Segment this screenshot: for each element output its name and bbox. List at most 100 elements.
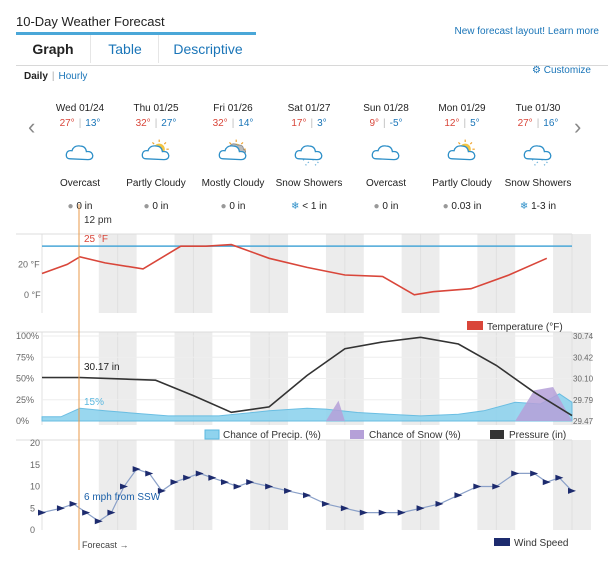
wind-arrow-icon: [94, 518, 103, 525]
wind-arrow-icon: [303, 492, 311, 499]
day-column: Fri 01/26 32° | 14° Mostly Cloudy ● 0 in: [195, 103, 271, 212]
day-date: Wed 01/24: [55, 103, 105, 114]
tab-descriptive[interactable]: Descriptive: [158, 35, 257, 63]
raindrop-icon: ●: [67, 201, 74, 212]
mostly-cloudy-icon: [218, 139, 247, 161]
day-precip: ● 0 in: [348, 201, 424, 212]
precip-y-tick: 75%: [16, 352, 34, 362]
day-date: Thu 01/25: [133, 103, 179, 114]
wind-arrow-icon: [378, 509, 387, 516]
wind-now-label: 6 mph from SSW: [84, 492, 161, 503]
day-low: -5°: [389, 118, 403, 129]
partly-cloudy-icon: [141, 139, 170, 161]
wind-y-tick: 15: [30, 460, 40, 470]
view-hourly[interactable]: Hourly: [58, 71, 88, 82]
raindrop-icon: ●: [143, 201, 150, 212]
wind-arrow-icon: [568, 487, 576, 494]
wind-arrow-icon: [170, 479, 179, 486]
wind-arrow-icon: [38, 509, 46, 516]
day-condition: Snow Showers: [275, 178, 343, 189]
day-low: 14°: [238, 118, 254, 129]
day-precip-amount: < 1 in: [302, 201, 327, 212]
cloud-icon: [371, 145, 400, 161]
day-column: Thu 01/25 32° | 27° Partly Cloudy ● 0 in: [118, 103, 194, 212]
day-high: 9°: [369, 118, 380, 129]
customize-link[interactable]: ⚙ Customize: [532, 65, 591, 76]
view-daily[interactable]: Daily: [24, 71, 48, 82]
svg-text:*: *: [312, 158, 314, 164]
tabs-divider: [16, 65, 608, 66]
svg-text:*: *: [532, 158, 534, 164]
snow-area: [325, 387, 572, 421]
pressure-line: [42, 336, 573, 417]
snowflake-icon: ❄: [519, 201, 529, 212]
pressure-y-tick: 30.74: [573, 332, 594, 341]
day-date: Sat 01/27: [287, 103, 331, 114]
pressure-y-tick: 29.47: [573, 417, 594, 426]
wind-y-tick: 20: [30, 438, 40, 448]
svg-text:*: *: [544, 163, 546, 169]
day-column: Sun 01/28 9° | -5° Overcast ● 0 in: [348, 103, 424, 212]
customize-label: Customize: [543, 65, 591, 76]
raindrop-icon: ●: [220, 201, 227, 212]
wind-y-tick: 5: [30, 503, 35, 513]
wind-arrow-icon: [435, 500, 444, 507]
precip-y-tick: 100%: [16, 331, 39, 341]
day-high: 12°: [444, 118, 460, 129]
wind-arrow-icon: [157, 487, 166, 494]
day-precip: ● 0.03 in: [424, 201, 500, 212]
wind-arrow-icon: [555, 474, 564, 481]
day-low: 13°: [85, 118, 101, 129]
day-condition: Overcast: [365, 178, 406, 189]
wind-arrow-icon: [284, 487, 293, 494]
temp-y-tick: 0 °F: [24, 290, 41, 300]
day-temps: 32° | 27°: [135, 118, 177, 129]
day-temps: 27° | 13°: [59, 118, 101, 129]
svg-text:*: *: [317, 160, 319, 166]
day-date: Sun 01/28: [363, 103, 409, 114]
new-layout-link[interactable]: New forecast layout! Learn more: [454, 26, 599, 37]
snowflake-icon: ❄: [291, 201, 300, 212]
snow-icon: * * * ** *: [523, 145, 552, 169]
snow-icon: * * * ** *: [294, 145, 323, 169]
day-column: Wed 01/24 27° | 13° Overcast ● 0 in: [42, 103, 118, 212]
day-low: 3°: [317, 118, 327, 129]
day-temps: 32° | 14°: [212, 118, 254, 129]
day-temps: 9° | -5°: [369, 118, 403, 129]
day-column: Mon 01/29 12° | 5° Partly Cloudy ● 0.03 in: [424, 103, 500, 212]
wind-arrow-icon: [492, 483, 501, 490]
cloud-icon: [65, 145, 94, 161]
day-high: 32°: [135, 118, 151, 129]
svg-text:*: *: [534, 163, 536, 169]
wind-arrow-icon: [183, 474, 192, 481]
day-precip-amount: 1-3 in: [531, 201, 557, 212]
precip-y-tick: 50%: [16, 374, 34, 384]
wind-arrow-icon: [542, 479, 551, 486]
day-precip-amount: 0 in: [229, 201, 246, 212]
day-precip: ❄ 1-3 in: [500, 201, 576, 212]
tab-graph[interactable]: Graph: [32, 41, 74, 57]
legend-temperature-label: Temperature (°F): [487, 322, 563, 333]
legend-pressure-swatch: [490, 430, 504, 439]
day-temps: 27° | 16°: [517, 118, 559, 129]
wind-arrow-icon: [359, 509, 368, 516]
tab-table[interactable]: Table: [90, 35, 159, 63]
wind-arrow-icon: [56, 505, 65, 512]
svg-text:*: *: [541, 158, 543, 164]
day-precip-amount: 0 in: [152, 201, 169, 212]
raindrop-icon: ●: [442, 201, 449, 212]
legend-precip-swatch: [204, 429, 220, 440]
prev-arrow-icon[interactable]: ‹: [28, 114, 36, 139]
wind-y-tick: 10: [30, 482, 40, 492]
now-time-label: 12 pm: [84, 215, 112, 226]
svg-text:*: *: [303, 158, 305, 164]
day-column: Tue 01/30 27° | 16° * * * * * * Snow Showers ❄ 1-3 …: [500, 103, 576, 212]
svg-text:*: *: [536, 160, 538, 166]
pressure-y-tick: 30.42: [573, 353, 594, 362]
next-arrow-icon[interactable]: ›: [574, 114, 582, 139]
wind-arrow-icon: [107, 509, 116, 516]
wind-arrow-icon: [416, 505, 425, 512]
pressure-y-tick: 29.79: [573, 396, 594, 405]
wind-arrow-icon: [233, 483, 242, 490]
